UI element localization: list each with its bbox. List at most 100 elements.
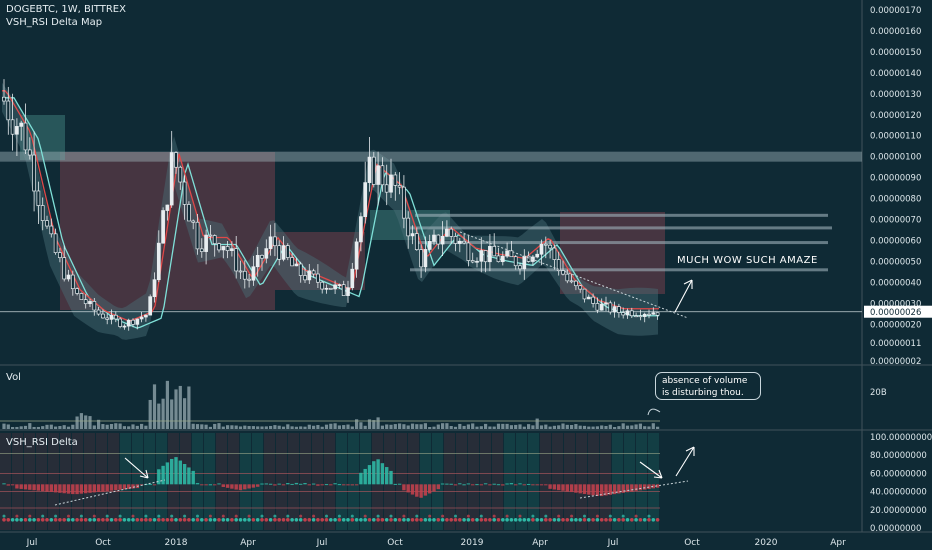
candle-body-93 — [402, 186, 406, 219]
volume-bar-63 — [273, 425, 277, 429]
delta-bg-1 — [12, 433, 23, 530]
delta-dot-78 — [337, 518, 342, 522]
delta-dot-128 — [552, 518, 557, 522]
candle-body-140 — [604, 302, 608, 305]
volume-bar-7 — [32, 426, 36, 429]
delta-hist-88 — [380, 463, 385, 485]
price-tick-1: 0.00000160 — [870, 27, 921, 37]
delta-hist-63 — [273, 484, 277, 486]
candle-body-84 — [363, 182, 368, 218]
candle-body-48 — [208, 234, 213, 237]
delta-dot-b-141 — [608, 514, 612, 518]
candle-body-75 — [324, 287, 329, 290]
volume-bar-106 — [458, 423, 462, 429]
delta-dot-136 — [587, 518, 591, 522]
delta-hist-83 — [359, 472, 363, 485]
volume-bar-38 — [165, 380, 169, 429]
delta-dot-102 — [440, 518, 445, 522]
delta-dot-b-81 — [350, 514, 354, 518]
volume-bar-40 — [174, 389, 178, 429]
delta-bg-48 — [576, 433, 587, 530]
symbol-title[interactable]: DOGEBTC, 1W, BITTREX — [6, 4, 126, 15]
delta-dot-114 — [492, 518, 497, 522]
candle-body-21 — [92, 301, 97, 311]
delta-dot-125 — [539, 518, 544, 522]
delta-hist-108 — [466, 483, 471, 485]
volume-bar-36 — [157, 403, 161, 429]
candle-body-130 — [561, 270, 565, 275]
volume-bar-95 — [410, 423, 415, 429]
volume-bar-67 — [290, 426, 294, 429]
delta-dot-b-18 — [79, 514, 83, 518]
candle-body-82 — [354, 241, 359, 270]
volume-bar-0 — [2, 423, 6, 429]
delta-dot-38 — [165, 518, 170, 522]
volume-callout[interactable]: absence of volume is disturbing thou. — [655, 372, 761, 400]
delta-hist-110 — [475, 484, 479, 486]
volume-panel-label[interactable]: Vol — [6, 372, 21, 383]
delta-hist-103 — [445, 483, 449, 485]
candle-body-139 — [599, 303, 604, 311]
delta-tick-3: 40.00000000 — [870, 488, 927, 498]
delta-hist-138 — [595, 484, 600, 496]
cloud-layer — [20, 115, 665, 310]
time-label-2: 2018 — [165, 538, 188, 548]
volume-bar-141 — [608, 424, 612, 429]
delta-hist-28 — [122, 484, 127, 490]
volume-bar-2 — [11, 427, 15, 429]
volume-bar-74 — [320, 426, 324, 429]
volume-bar-31 — [135, 425, 139, 429]
volume-bar-138 — [595, 426, 599, 429]
delta-dot-35 — [152, 518, 157, 522]
price-axis: 0.00000170 0.00000160 0.00000150 0.00000140… — [864, 6, 932, 367]
delta-bg-45 — [540, 433, 551, 530]
delta-hist-142 — [612, 484, 617, 495]
delta-dot-b-12 — [54, 514, 58, 518]
candle-body-134 — [578, 285, 583, 290]
delta-hist-16 — [71, 484, 75, 495]
candle-body-18 — [79, 293, 84, 300]
volume-bar-8 — [36, 426, 40, 429]
delta-dot-5 — [23, 518, 28, 522]
delta-arrow-1 — [124, 457, 149, 479]
delta-bg-20 — [240, 433, 251, 530]
delta-panel-label[interactable]: VSH_RSI Delta — [6, 437, 78, 448]
delta-dot-b-3 — [15, 514, 19, 518]
delta-hist-92 — [397, 483, 402, 485]
delta-hist-75 — [324, 484, 329, 486]
volatility-band — [2, 82, 658, 340]
candle-body-136 — [586, 296, 591, 300]
volume-bar-101 — [436, 424, 440, 429]
volume-bar-143 — [617, 426, 621, 429]
delta-hist-135 — [582, 484, 587, 494]
volume-bar-84 — [363, 425, 367, 429]
delta-hist-85 — [367, 465, 372, 485]
volume-bar-35 — [152, 384, 157, 429]
volume-bar-86 — [372, 420, 376, 429]
price-tick-10: 0.00000070 — [870, 216, 921, 226]
volume-bar-133 — [574, 424, 578, 429]
wow-annotation[interactable]: MUCH WOW SUCH AMAZE — [677, 255, 818, 266]
delta-hist-19 — [84, 484, 88, 494]
delta-hist-29 — [127, 484, 131, 489]
time-axis: Jul Oct 2018 Apr Jul Oct 2019 Apr Jul Oct 2020 Apr — [26, 538, 847, 548]
candle-body-37 — [161, 210, 165, 244]
candle-body-63 — [273, 236, 277, 247]
delta-hist-5 — [23, 484, 28, 490]
delta-dot-85 — [367, 518, 372, 522]
delta-hist-98 — [423, 484, 428, 496]
candle-body-38 — [165, 204, 170, 211]
volume-bar-139 — [600, 425, 604, 429]
indicator-title[interactable]: VSH_RSI Delta Map — [6, 17, 103, 28]
price-tick-12: 0.00000050 — [870, 257, 921, 267]
volume-bar-104 — [449, 425, 453, 429]
delta-dot-43 — [187, 518, 191, 522]
volume-bar-131 — [565, 424, 569, 429]
candle-body-28 — [122, 325, 127, 328]
delta-dot-b-15 — [67, 514, 70, 518]
delta-dot-131 — [565, 518, 570, 522]
volume-bar-42 — [183, 398, 187, 429]
delta-hist-45 — [195, 483, 200, 485]
current-price-tag — [864, 305, 932, 318]
